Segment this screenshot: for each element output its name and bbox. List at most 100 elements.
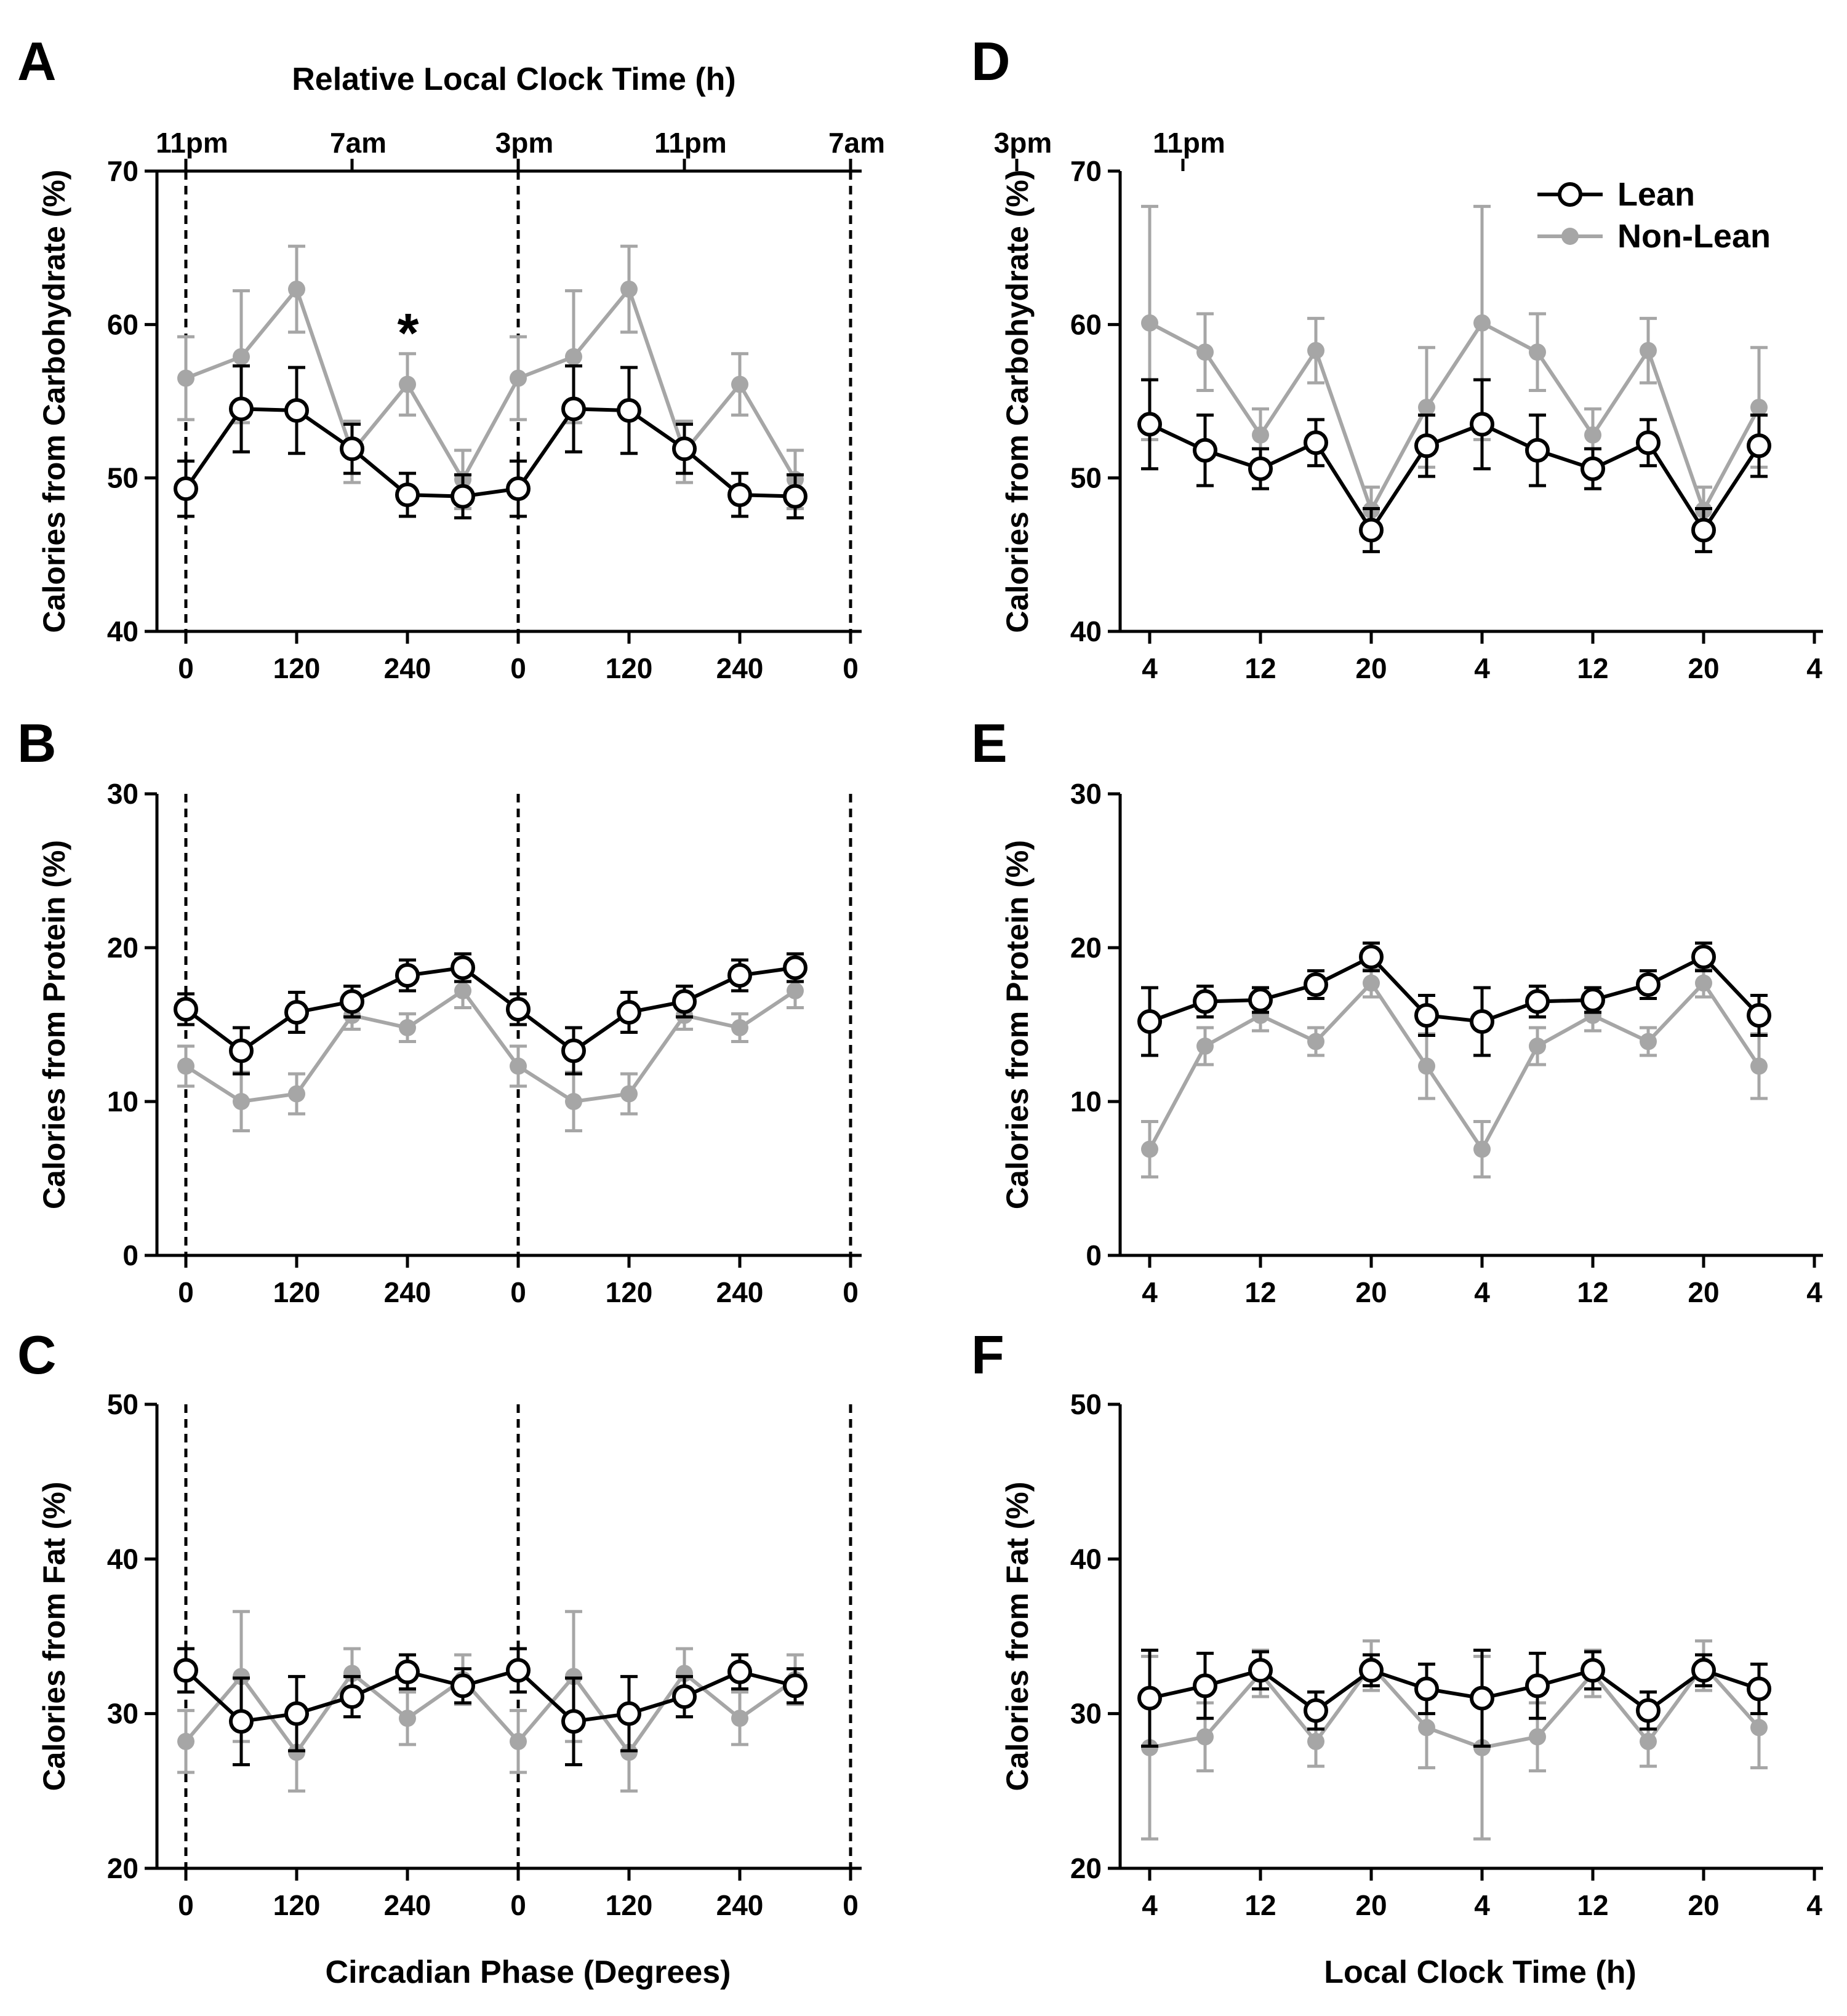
x-tick-label: 0 [510, 1276, 526, 1308]
data-point [1252, 426, 1269, 444]
data-point [1418, 398, 1435, 416]
data-point [451, 484, 475, 509]
data-point [565, 348, 582, 366]
data-point [1750, 1057, 1768, 1075]
series-line [185, 285, 797, 484]
panel-c: 20 30 40 50 0 120 240 0 120 240 0 Calories from Fat… [37, 1388, 862, 1921]
data-point [177, 1732, 194, 1750]
data-point [1248, 1658, 1273, 1683]
series-lean [174, 364, 807, 519]
y-tick-label: 40 [107, 615, 138, 647]
y-axis-label: Calories from Protein (%) [1000, 840, 1035, 1209]
data-point [284, 1000, 309, 1025]
data-point [1747, 1003, 1771, 1028]
data-point [395, 1659, 420, 1684]
x-tick-label: 0 [843, 1889, 859, 1921]
data-point [783, 1673, 807, 1698]
data-point [1470, 1009, 1494, 1034]
x-tick-label: 20 [1355, 1276, 1387, 1308]
y-tick-label: 70 [1070, 155, 1102, 187]
x-tick-label: 0 [843, 1276, 859, 1308]
panel-d: 40 50 60 70 4 12 20 4 12 20 4 Calories from Carbohy… [1000, 155, 1823, 684]
data-point [506, 1658, 531, 1683]
series-line [185, 966, 796, 1054]
data-point [174, 476, 198, 502]
data-point [1141, 1140, 1158, 1158]
data-point [1470, 412, 1494, 437]
y-axis-label: Calories from Fat (%) [1000, 1482, 1035, 1791]
series-line [185, 988, 796, 1104]
data-point [1304, 430, 1328, 455]
data-point [174, 997, 198, 1022]
data-point [561, 396, 586, 422]
y-tick-label: 40 [1070, 615, 1102, 647]
data-point [1750, 398, 1768, 416]
data-point [1193, 989, 1217, 1014]
data-point [1636, 1698, 1661, 1723]
data-point [284, 398, 309, 423]
x-tick-label: 240 [716, 1889, 764, 1921]
x-tick-label: 4 [1806, 1276, 1822, 1308]
data-point [672, 1684, 697, 1710]
data-point [510, 1732, 527, 1750]
top-tick-label: 3pm [994, 127, 1052, 159]
panel-b: 0 10 20 30 0 120 240 0 120 240 0 Calories from Prot… [37, 778, 862, 1308]
x-tick-label: 12 [1244, 1276, 1276, 1308]
data-point [1473, 1140, 1491, 1158]
data-point [1640, 1732, 1657, 1750]
y-tick-label: 20 [107, 1852, 138, 1884]
x-tick-label: 4 [1142, 652, 1158, 684]
data-point [1304, 972, 1328, 997]
top-tick-label: 11pm [1153, 127, 1225, 159]
x-tick-label: 12 [1577, 1276, 1608, 1308]
data-point [731, 375, 748, 393]
y-tick-label: 10 [1070, 1086, 1102, 1118]
data-point [1581, 456, 1605, 481]
series-lean [1137, 942, 1771, 1057]
y-tick-label: 0 [1086, 1239, 1102, 1271]
data-point [1640, 342, 1657, 359]
data-point [1473, 1738, 1491, 1756]
x-tick-label: 0 [843, 652, 859, 684]
data-point [787, 982, 804, 999]
data-point [288, 280, 305, 298]
panel-letter-c: C [17, 1324, 57, 1385]
x-tick-label: 20 [1355, 1889, 1387, 1921]
data-point [506, 997, 531, 1022]
data-point [1196, 1728, 1214, 1746]
data-point [1418, 1719, 1435, 1737]
series-line [1148, 320, 1761, 515]
data-point [672, 436, 697, 462]
x-tick-label: 12 [1577, 652, 1608, 684]
top-tick-label: 7am [330, 127, 387, 159]
panel-letter-e: E [971, 713, 1008, 774]
panel-e: 0 10 20 30 4 12 20 4 12 20 4 Calories from Protein … [1000, 778, 1823, 1308]
series-line [1148, 980, 1761, 1153]
data-point [620, 1743, 638, 1761]
data-point [399, 1710, 416, 1727]
data-point [1196, 1038, 1214, 1055]
x-tick-label: 4 [1142, 1889, 1158, 1921]
panel-a: 40 50 60 70 0 120 240 0 120 240 0 11pm 7am 3pm 11pm 7am… [37, 127, 1225, 684]
y-axis-label: Calories from Carbohydrate (%) [1000, 170, 1035, 633]
data-point [1525, 1673, 1550, 1698]
data-point [783, 955, 807, 980]
data-point [561, 1709, 586, 1734]
x-tick-label: 120 [273, 1276, 321, 1308]
data-point [1525, 438, 1550, 463]
series-line [184, 407, 796, 498]
x-tick-label: 20 [1688, 652, 1719, 684]
right-x-axis-title: Local Clock Time (h) [1324, 1954, 1637, 1990]
data-point [229, 1038, 254, 1063]
x-tick-label: 4 [1474, 1276, 1490, 1308]
x-tick-label: 0 [178, 652, 194, 684]
data-point [1137, 1686, 1162, 1711]
data-point [1525, 989, 1550, 1014]
x-tick-label: 20 [1688, 1889, 1719, 1921]
data-point [1414, 1676, 1439, 1702]
y-tick-label: 50 [1070, 1388, 1102, 1420]
data-point [1747, 433, 1771, 458]
data-point [399, 1019, 416, 1036]
series-line [1148, 422, 1761, 534]
data-point [1470, 1686, 1494, 1711]
